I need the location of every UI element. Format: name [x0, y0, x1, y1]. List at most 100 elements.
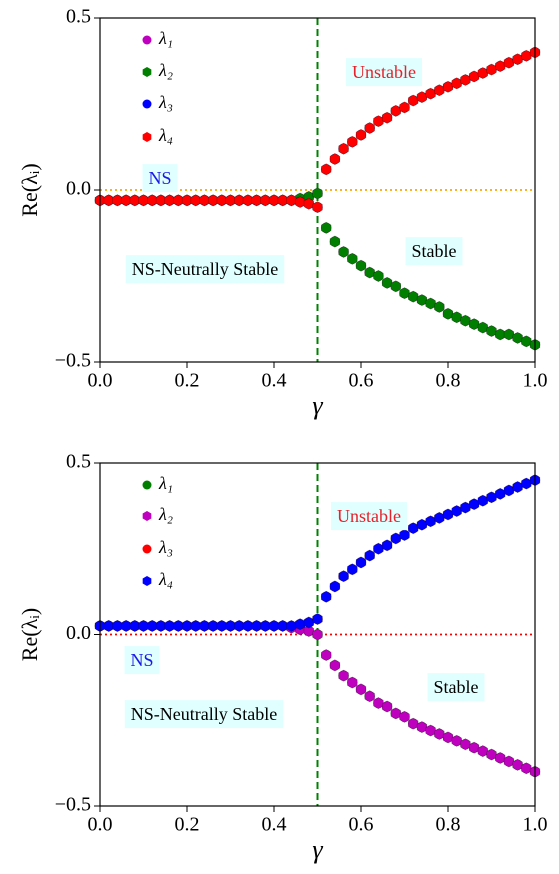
data-point [364, 690, 375, 703]
annotation-box [427, 673, 485, 702]
annotation-box [331, 502, 408, 531]
x-tick-label: 0.4 [262, 814, 287, 836]
data-point [460, 501, 471, 514]
x-tick-label: 0.0 [88, 370, 113, 392]
data-point [451, 734, 462, 747]
data-point [312, 187, 323, 200]
data-point [460, 73, 471, 86]
x-axis-label: γ [312, 391, 323, 420]
data-point [434, 511, 445, 524]
data-point [155, 619, 167, 632]
data-point [486, 491, 497, 504]
y-tick-label: 0.5 [66, 6, 91, 28]
data-point [381, 276, 393, 289]
data-point [268, 194, 280, 207]
x-tick-label: 1.0 [523, 814, 548, 836]
data-point [495, 752, 506, 764]
data-point [399, 101, 410, 114]
x-tick-label: 0.6 [349, 370, 374, 392]
data-point [138, 619, 149, 632]
annotation-box [124, 646, 160, 675]
data-point [321, 221, 332, 234]
data-point [207, 619, 219, 632]
y-axis-label: Re(λᵢ) [17, 163, 42, 216]
data-point [460, 738, 471, 751]
data-point [512, 758, 523, 771]
data-point [173, 619, 184, 632]
data-point [355, 129, 367, 141]
data-point [503, 56, 515, 69]
data-point [312, 613, 323, 626]
data-point [260, 619, 271, 632]
annotation-box [405, 237, 463, 266]
x-tick-label: 0.0 [88, 814, 113, 836]
data-point [347, 135, 358, 148]
data-point [355, 556, 367, 569]
data-point [347, 563, 358, 576]
data-point [347, 252, 358, 265]
data-point [521, 477, 532, 490]
data-point [451, 505, 462, 517]
data-point [442, 80, 454, 93]
x-tick-label: 0.6 [349, 814, 374, 836]
data-point [164, 619, 175, 632]
data-point [216, 619, 227, 632]
data-point [495, 60, 506, 73]
data-point [329, 580, 341, 593]
legend-label: λ₁ [158, 473, 173, 493]
data-point [225, 619, 236, 632]
data-point [199, 619, 210, 632]
data-point [408, 94, 419, 107]
data-point [495, 487, 506, 500]
data-point [425, 515, 436, 528]
data-point [207, 194, 219, 207]
annotation-box [125, 255, 285, 284]
data-point [129, 619, 140, 632]
data-point [338, 669, 349, 682]
data-point [338, 570, 349, 583]
data-point [521, 49, 532, 62]
data-point [251, 194, 262, 207]
data-point [442, 508, 454, 521]
annotation: NS [130, 650, 153, 670]
data-point [103, 194, 114, 207]
data-point [381, 111, 393, 124]
data-point [390, 280, 401, 293]
data-point [242, 619, 254, 632]
data-point [434, 728, 445, 740]
data-point [416, 294, 428, 307]
data-point [268, 619, 280, 632]
data-point [442, 731, 454, 744]
data-point [477, 494, 488, 507]
x-tick-label: 0.8 [436, 814, 461, 836]
data-point [460, 314, 471, 327]
data-point [477, 321, 488, 334]
data-point [451, 77, 462, 90]
data-point [503, 755, 515, 768]
data-point [408, 717, 419, 730]
data-point [173, 194, 184, 207]
data-point [425, 87, 436, 100]
data-point [312, 628, 323, 641]
data-point [390, 104, 401, 117]
y-tick-label: 0.0 [66, 622, 91, 644]
annotation-box [142, 164, 178, 193]
data-point [286, 194, 297, 207]
data-point [521, 335, 532, 348]
data-point [303, 625, 314, 638]
data-point [294, 618, 306, 631]
x-tick-label: 0.2 [175, 814, 200, 836]
data-point [190, 619, 201, 632]
legend-label: λ₄ [158, 569, 173, 589]
data-point [468, 741, 480, 754]
data-point [434, 301, 445, 313]
data-point [373, 697, 384, 710]
data-point [321, 163, 332, 176]
data-point [347, 676, 358, 689]
data-point [277, 619, 288, 632]
annotation: NS-Neutrally Stable [131, 704, 277, 724]
data-point [225, 194, 236, 207]
data-point [364, 549, 375, 562]
data-point [390, 707, 401, 720]
data-point [521, 762, 532, 775]
